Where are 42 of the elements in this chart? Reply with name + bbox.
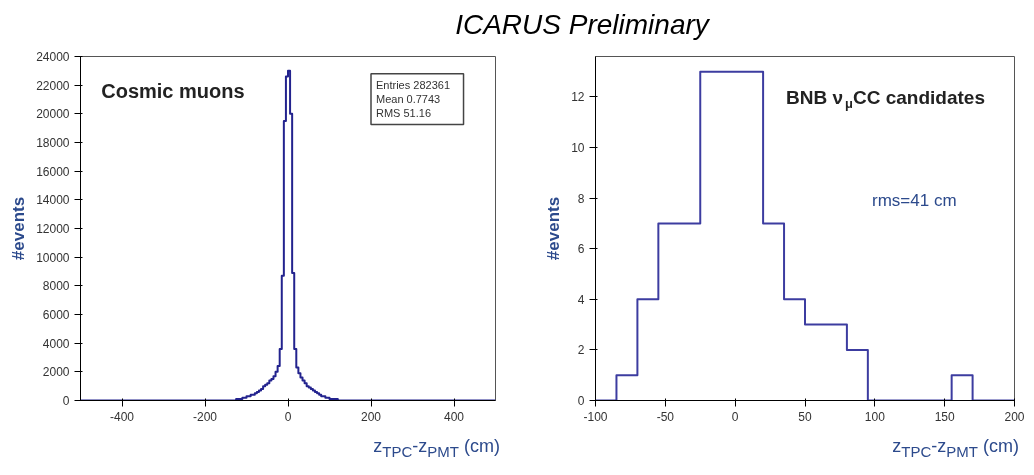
x-tick-label: 0 — [731, 409, 739, 424]
x-tick-label: 400 — [443, 409, 465, 424]
annotation: rms=41 cm — [872, 191, 957, 211]
y-tick-label: 0 — [577, 394, 585, 408]
y-tick-label: 24000 — [36, 50, 70, 64]
x-tick-label: 0 — [284, 409, 292, 424]
y-axis-title: #events — [544, 196, 564, 261]
annotation: Mean 0.7743 — [376, 93, 441, 106]
annotation: Cosmic muons — [101, 79, 245, 102]
y-tick-label: 4 — [577, 292, 585, 307]
x-tick-label: -200 — [192, 409, 218, 424]
y-tick-label: 12000 — [36, 222, 70, 236]
y-tick-label: 6 — [577, 242, 585, 257]
annotation: RMS 51.16 — [376, 107, 432, 120]
x-axis-title: z$_{TPC}$-z$_{PMT}$ (cm) — [892, 435, 1019, 462]
y-tick-label: 8 — [577, 191, 585, 206]
x-tick-label: -400 — [109, 409, 135, 424]
y-tick-label: 8000 — [42, 279, 70, 294]
x-axis-title: z$_{TPC}$-z$_{PMT}$ (cm) — [373, 435, 500, 462]
y-axis-title: #events — [9, 196, 29, 261]
y-tick-label: 16000 — [36, 164, 70, 179]
x-tick-label: 150 — [934, 409, 955, 424]
y-tick-label: 6000 — [42, 308, 70, 322]
chart-title: ICARUS Preliminary — [455, 8, 709, 42]
y-tick-label: 10000 — [36, 250, 70, 265]
annotation: Entries 282361 — [376, 78, 450, 91]
y-tick-label: 10 — [571, 141, 585, 156]
x-tick-label: -100 — [583, 409, 608, 424]
x-tick-label: 100 — [864, 409, 886, 424]
y-tick-label: 18000 — [36, 136, 70, 150]
y-tick-label: 12 — [571, 90, 585, 105]
y-tick-label: 22000 — [36, 78, 70, 93]
x-tick-label: 200 — [1004, 409, 1025, 424]
y-tick-label: 4000 — [42, 336, 70, 351]
y-tick-label: 14000 — [36, 193, 70, 208]
y-tick-label: 2 — [577, 343, 585, 358]
x-tick-label: 200 — [360, 409, 382, 424]
x-tick-label: 50 — [798, 409, 812, 424]
y-tick-label: 0 — [62, 394, 70, 408]
x-tick-label: -50 — [656, 409, 675, 424]
y-tick-label: 20000 — [36, 107, 70, 122]
y-tick-label: 2000 — [42, 365, 70, 380]
